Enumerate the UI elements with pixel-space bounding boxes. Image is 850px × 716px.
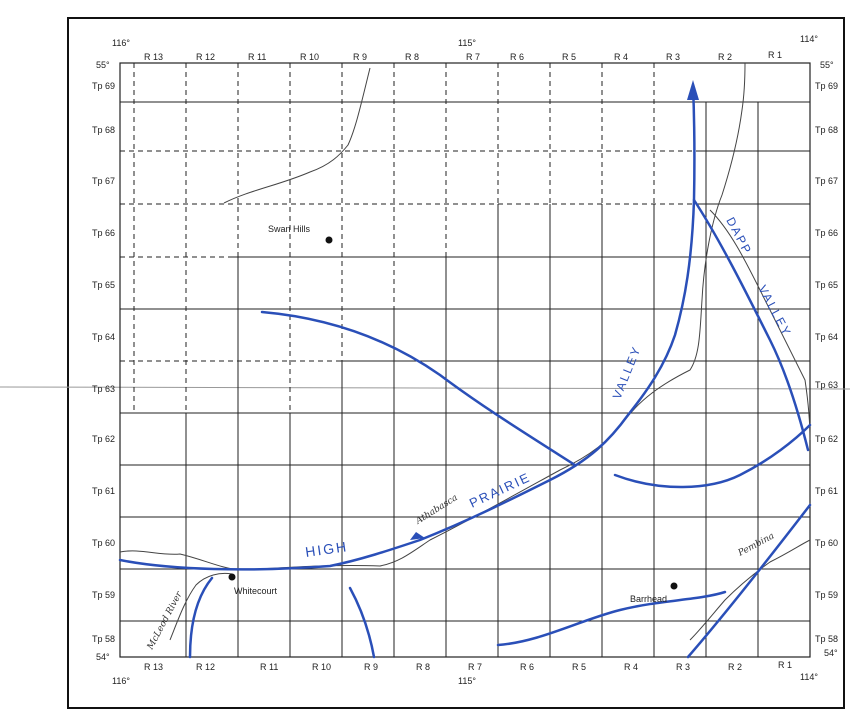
range-lines-dashed bbox=[133, 63, 655, 413]
svg-text:Tp 62: Tp 62 bbox=[92, 434, 115, 444]
svg-text:R 10: R 10 bbox=[312, 662, 331, 672]
township-labels-left: Tp 69 Tp 68 Tp 67 Tp 66 Tp 65 Tp 64 Tp 6… bbox=[92, 81, 115, 644]
svg-text:R 7: R 7 bbox=[468, 662, 482, 672]
svg-text:R 5: R 5 bbox=[562, 52, 576, 62]
dapp-label: DAPP bbox=[723, 215, 754, 257]
mcleod-river-line bbox=[169, 572, 233, 641]
svg-text:Tp 60: Tp 60 bbox=[92, 538, 115, 548]
svg-text:Tp 58: Tp 58 bbox=[815, 634, 838, 644]
svg-text:R 12: R 12 bbox=[196, 662, 215, 672]
svg-text:Tp 65: Tp 65 bbox=[815, 280, 838, 290]
lon-east-top: 114° bbox=[800, 34, 818, 44]
svg-text:Tp 64: Tp 64 bbox=[815, 332, 838, 342]
lat-south-right: 54° bbox=[824, 648, 838, 658]
pembina-river-line bbox=[689, 539, 811, 641]
svg-text:Tp 67: Tp 67 bbox=[92, 176, 115, 186]
svg-text:Tp 60: Tp 60 bbox=[815, 538, 838, 548]
svg-text:R 1: R 1 bbox=[768, 50, 782, 60]
lon-center-top: 115° bbox=[458, 38, 476, 48]
lon-west-top: 116° bbox=[112, 38, 130, 48]
map-border bbox=[67, 17, 845, 709]
east-tributary bbox=[613, 423, 812, 489]
svg-text:R 3: R 3 bbox=[676, 662, 690, 672]
svg-text:Tp 64: Tp 64 bbox=[92, 332, 115, 342]
svg-text:Tp 69: Tp 69 bbox=[92, 81, 115, 91]
range-lines bbox=[185, 102, 759, 657]
svg-text:R 7: R 7 bbox=[466, 52, 480, 62]
svg-text:Tp 61: Tp 61 bbox=[92, 486, 115, 496]
svg-text:R 9: R 9 bbox=[353, 52, 367, 62]
barrhead-label: Barrhead bbox=[630, 594, 667, 604]
svg-text:R 11: R 11 bbox=[260, 662, 278, 672]
svg-text:R 4: R 4 bbox=[624, 662, 638, 672]
svg-text:R 9: R 9 bbox=[364, 662, 378, 672]
svg-text:R 4: R 4 bbox=[614, 52, 628, 62]
township-lines-dashed bbox=[120, 150, 700, 362]
fold-line bbox=[0, 386, 850, 390]
svg-text:Tp 66: Tp 66 bbox=[815, 228, 838, 238]
high-prairie-valley bbox=[118, 83, 696, 571]
svg-text:Tp 67: Tp 67 bbox=[815, 176, 838, 186]
arrow-icon bbox=[410, 532, 425, 540]
svg-text:R 12: R 12 bbox=[196, 52, 215, 62]
valley-lines bbox=[118, 83, 812, 659]
swan-hills-dot bbox=[325, 236, 333, 244]
svg-text:R 6: R 6 bbox=[520, 662, 534, 672]
svg-text:Tp 69: Tp 69 bbox=[815, 81, 838, 91]
barrhead-dot bbox=[670, 582, 678, 590]
svg-text:R 2: R 2 bbox=[718, 52, 732, 62]
svg-text:R 8: R 8 bbox=[405, 52, 419, 62]
east-creek bbox=[709, 209, 811, 441]
dapp-valley bbox=[692, 198, 810, 452]
township-lines bbox=[120, 101, 810, 622]
barrhead-tributary bbox=[496, 590, 727, 647]
township-labels-right: Tp 69 Tp 68 Tp 67 Tp 66 Tp 65 Tp 64 Tp 6… bbox=[815, 81, 838, 644]
lat-north-left: 55° bbox=[96, 60, 110, 70]
map-area bbox=[119, 62, 811, 658]
svg-text:R 5: R 5 bbox=[572, 662, 586, 672]
svg-text:R 11: R 11 bbox=[248, 52, 266, 62]
whitecourt-tributary bbox=[188, 576, 214, 659]
svg-text:R 6: R 6 bbox=[510, 52, 524, 62]
svg-text:Tp 68: Tp 68 bbox=[815, 125, 838, 135]
valley-label-b: VALLEY bbox=[755, 283, 794, 339]
range-labels-bottom: R 13 R 12 R 11 R 10 R 9 R 8 R 7 R 6 R 5 … bbox=[144, 660, 792, 672]
svg-text:R 3: R 3 bbox=[666, 52, 680, 62]
svg-text:Tp 59: Tp 59 bbox=[92, 590, 115, 600]
svg-text:Tp 65: Tp 65 bbox=[92, 280, 115, 290]
south-tributary bbox=[348, 586, 376, 659]
svg-text:Tp 62: Tp 62 bbox=[815, 434, 838, 444]
svg-text:Tp 68: Tp 68 bbox=[92, 125, 115, 135]
northwest-tributary bbox=[260, 310, 577, 467]
athabasca-label: Athabasca bbox=[413, 493, 459, 527]
swan-hills-creek bbox=[223, 67, 371, 204]
range-labels-top: R 13 R 12 R 11 R 10 R 9 R 8 R 7 R 6 R 5 … bbox=[144, 50, 782, 62]
svg-text:R 8: R 8 bbox=[416, 662, 430, 672]
svg-text:R 13: R 13 bbox=[144, 52, 163, 62]
svg-text:R 13: R 13 bbox=[144, 662, 163, 672]
svg-text:Tp 59: Tp 59 bbox=[815, 590, 838, 600]
lon-west-bottom: 116° bbox=[112, 676, 130, 686]
valley-label-a: VALLEY bbox=[610, 344, 644, 402]
lat-north-right: 55° bbox=[820, 60, 834, 70]
svg-text:Tp 58: Tp 58 bbox=[92, 634, 115, 644]
pembina-valley bbox=[686, 503, 812, 659]
high-label: HIGH bbox=[304, 538, 349, 560]
svg-text:Tp 63: Tp 63 bbox=[815, 380, 838, 390]
svg-text:Tp 66: Tp 66 bbox=[92, 228, 115, 238]
svg-text:R 2: R 2 bbox=[728, 662, 742, 672]
lat-south-left: 54° bbox=[96, 652, 110, 662]
arrow-icon bbox=[687, 80, 699, 100]
whitecourt-dot bbox=[228, 573, 236, 581]
lon-center-bottom: 115° bbox=[458, 676, 476, 686]
svg-text:Tp 63: Tp 63 bbox=[92, 384, 115, 394]
athabasca-river-line bbox=[119, 62, 746, 571]
svg-text:Tp 61: Tp 61 bbox=[815, 486, 838, 496]
svg-text:R 10: R 10 bbox=[300, 52, 319, 62]
svg-text:R 1: R 1 bbox=[778, 660, 792, 670]
swan-hills-label: Swan Hills bbox=[268, 224, 311, 234]
lon-east-bottom: 114° bbox=[800, 672, 818, 682]
whitecourt-label: Whitecourt bbox=[234, 586, 278, 596]
